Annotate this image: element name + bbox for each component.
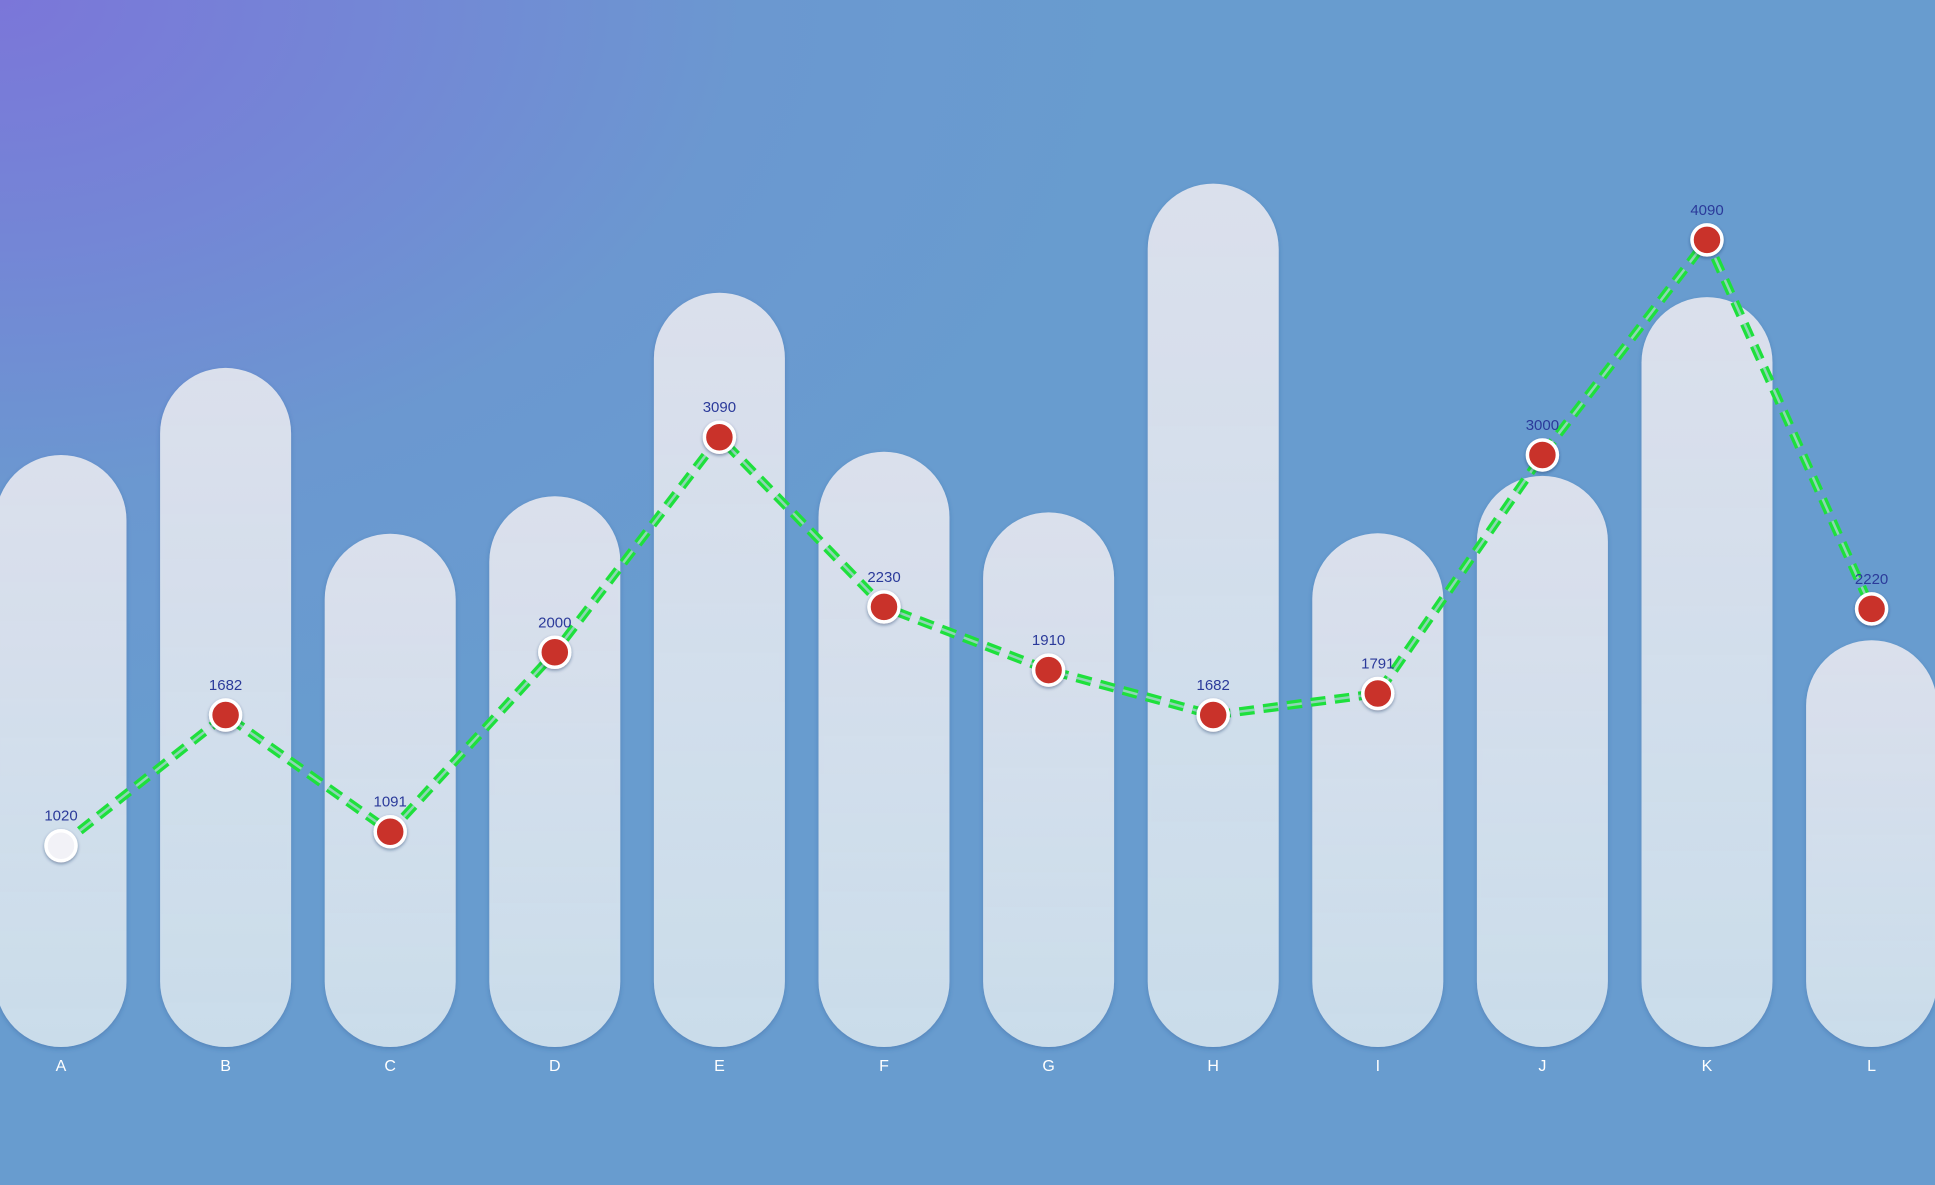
point-A[interactable] xyxy=(44,828,78,863)
point-F[interactable] xyxy=(867,590,901,624)
tick-label-F: F xyxy=(879,1058,889,1075)
value-label-D: 2000 xyxy=(538,614,571,631)
bar-D xyxy=(489,496,621,1047)
series-line-inner xyxy=(60,238,1873,847)
value-label-E: 3090 xyxy=(703,399,736,416)
tick-label-K: K xyxy=(1702,1058,1713,1075)
value-label-B: 1682 xyxy=(209,677,242,694)
bar-J xyxy=(1476,475,1608,1048)
value-label-L: 2220 xyxy=(1855,571,1888,588)
point-B[interactable] xyxy=(208,698,243,732)
point-L[interactable] xyxy=(1854,592,1889,626)
tick-label-G: G xyxy=(1042,1058,1054,1075)
point-G[interactable] xyxy=(1031,653,1066,687)
tick-label-L: L xyxy=(1867,1058,1876,1075)
value-label-I: 1791 xyxy=(1361,656,1394,673)
bars-layer xyxy=(0,183,1935,1048)
tick-label-A: A xyxy=(56,1058,67,1075)
bar-L xyxy=(1806,640,1935,1047)
point-E[interactable] xyxy=(702,420,737,454)
bar-G xyxy=(983,512,1115,1047)
bar-F xyxy=(818,451,950,1047)
tick-label-E: E xyxy=(714,1058,725,1075)
value-label-A: 1020 xyxy=(44,808,77,825)
tick-label-J: J xyxy=(1538,1058,1546,1075)
value-labels-layer: 1020 1682 1091 2000 3090 2230 1910 1682 1791 3000… xyxy=(44,202,1888,825)
value-label-H: 1682 xyxy=(1197,677,1230,694)
x-axis-ticks: A B C D E F G H I J K L xyxy=(56,1058,1876,1075)
value-label-G: 1910 xyxy=(1032,632,1065,649)
bar-H xyxy=(1147,183,1279,1047)
points-layer xyxy=(44,223,1889,863)
bar-C xyxy=(324,533,456,1047)
line-layer xyxy=(58,235,1876,850)
point-C[interactable] xyxy=(373,814,407,849)
point-K[interactable] xyxy=(1690,223,1724,257)
value-label-F: 2230 xyxy=(867,569,900,586)
tick-label-D: D xyxy=(549,1058,561,1075)
bar-I xyxy=(1312,533,1444,1047)
value-label-J: 3000 xyxy=(1526,417,1559,434)
value-label-K: 4090 xyxy=(1690,202,1723,219)
bar-K xyxy=(1641,297,1773,1047)
tick-label-H: H xyxy=(1207,1058,1219,1075)
point-J[interactable] xyxy=(1525,438,1560,472)
tick-label-C: C xyxy=(384,1058,396,1075)
bar-A xyxy=(0,454,127,1047)
point-I[interactable] xyxy=(1361,676,1395,711)
value-label-C: 1091 xyxy=(374,794,407,811)
tick-label-I: I xyxy=(1376,1058,1380,1075)
point-H[interactable] xyxy=(1196,698,1230,732)
point-D[interactable] xyxy=(538,635,572,670)
tick-label-B: B xyxy=(220,1058,231,1075)
